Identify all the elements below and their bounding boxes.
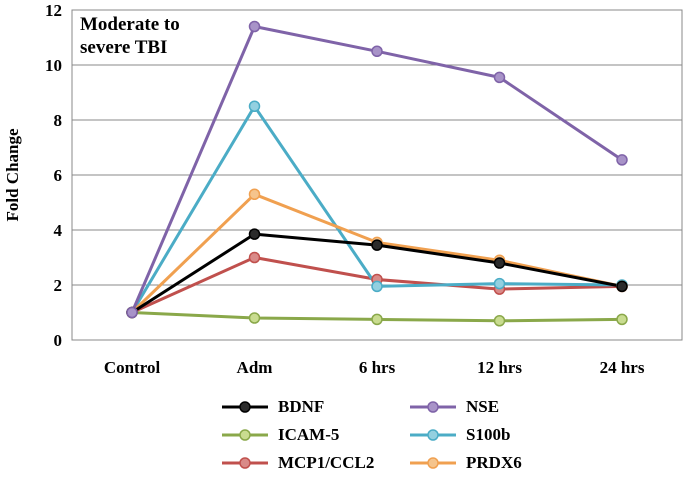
- data-point: [371, 239, 383, 251]
- legend-entry: S100b: [410, 425, 510, 444]
- data-point: [616, 313, 628, 326]
- x-tick-label: 24 hrs: [600, 358, 645, 377]
- data-point: [371, 280, 383, 293]
- y-tick-label: 12: [45, 1, 62, 20]
- legend-marker: [427, 401, 439, 413]
- legend-entry: ICAM-5: [222, 425, 339, 444]
- legend-label: NSE: [466, 397, 499, 416]
- legend-entry: PRDX6: [410, 453, 522, 472]
- legend-marker: [427, 429, 439, 441]
- legend-marker: [239, 457, 251, 469]
- legend-entry: NSE: [410, 397, 499, 416]
- y-tick-label: 0: [54, 331, 63, 350]
- legend-entry: BDNF: [222, 397, 324, 416]
- legend-label: MCP1/CCL2: [278, 453, 374, 472]
- data-point: [248, 188, 261, 200]
- x-tick-label: Adm: [237, 358, 273, 377]
- y-tick-label: 6: [54, 166, 63, 185]
- y-tick-label: 8: [54, 111, 63, 130]
- data-point: [248, 251, 261, 264]
- y-tick-label: 10: [45, 56, 62, 75]
- y-tick-label: 2: [54, 276, 63, 295]
- y-tick-labels: 0 2 4 6 8 10 12: [45, 1, 63, 350]
- data-point: [493, 71, 506, 84]
- data-point: [126, 306, 138, 319]
- legend-label: BDNF: [278, 397, 324, 416]
- data-point: [493, 315, 506, 327]
- data-point: [248, 312, 261, 324]
- legend-label: ICAM-5: [278, 425, 339, 444]
- legend-marker: [239, 401, 251, 413]
- legend-label: PRDX6: [466, 453, 522, 472]
- data-point: [493, 277, 506, 290]
- data-point: [371, 45, 383, 57]
- data-point: [616, 154, 628, 166]
- data-point: [371, 313, 383, 326]
- x-tick-label: 12 hrs: [477, 358, 522, 377]
- x-tick-label: 6 hrs: [359, 358, 396, 377]
- legend-entry: MCP1/CCL2: [222, 453, 374, 472]
- data-point: [248, 20, 261, 33]
- legend: BDNF ICAM-5 MCP1/CCL2 NSE S100b PRDX6: [222, 397, 522, 472]
- legend-label: S100b: [466, 425, 510, 444]
- y-tick-label: 4: [54, 221, 63, 240]
- legend-marker: [427, 457, 439, 469]
- series-points: [126, 20, 628, 327]
- data-point: [493, 257, 506, 269]
- y-axis-label: Fold Change: [3, 128, 22, 221]
- annotation-line-2: severe TBI: [80, 37, 167, 58]
- x-tick-label: Control: [104, 358, 161, 377]
- legend-marker: [239, 429, 251, 441]
- annotation-line-1: Moderate to: [80, 14, 180, 35]
- data-point: [616, 280, 628, 293]
- data-point: [248, 100, 261, 112]
- data-point: [248, 228, 261, 240]
- x-tick-labels: Control Adm 6 hrs 12 hrs 24 hrs: [104, 358, 645, 377]
